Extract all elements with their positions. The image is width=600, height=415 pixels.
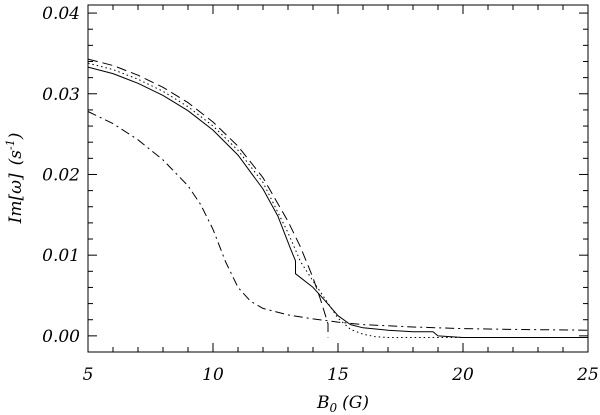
plot-frame: [87, 4, 589, 353]
y-tick-label: 0.01: [42, 246, 80, 266]
y-tick-label: 0.00: [42, 327, 80, 347]
series-line-dotted: [87, 62, 588, 338]
y-tick-label: 0.02: [42, 165, 80, 185]
x-tick-label: 10: [202, 365, 224, 385]
x-tick-label: 20: [451, 365, 474, 385]
x-axis-label-unit: (G): [342, 393, 369, 413]
x-axis-label-subscript: 0: [330, 401, 338, 415]
series-line-solid: [87, 66, 588, 338]
y-axis-label-exponent: -1: [4, 139, 17, 150]
x-tick-label: 15: [327, 365, 349, 385]
y-tick-label: 0.03: [42, 85, 80, 105]
x-tick-label: 25: [576, 365, 599, 385]
x-tick-label: 5: [83, 365, 94, 385]
y-tick-label: 0.04: [42, 4, 80, 24]
axis-ticks: [87, 5, 589, 352]
series-line-dashdot: [87, 111, 589, 331]
y-axis-label: Im[ω] (s-1): [4, 133, 26, 225]
series-line-dashed: [87, 58, 329, 338]
x-axis-label-main: B: [316, 393, 330, 413]
x-axis-label: B0 (G): [316, 393, 369, 415]
y-axis-label-unit: (s: [6, 150, 26, 166]
y-axis-label-unit-close: ): [6, 133, 26, 141]
y-axis-label-main: Im[ω]: [6, 173, 26, 224]
tick-labels: 5 10 15 20 25 0.00 0.01 0.02 0.03 0.04: [42, 4, 599, 385]
data-series: [87, 58, 589, 338]
